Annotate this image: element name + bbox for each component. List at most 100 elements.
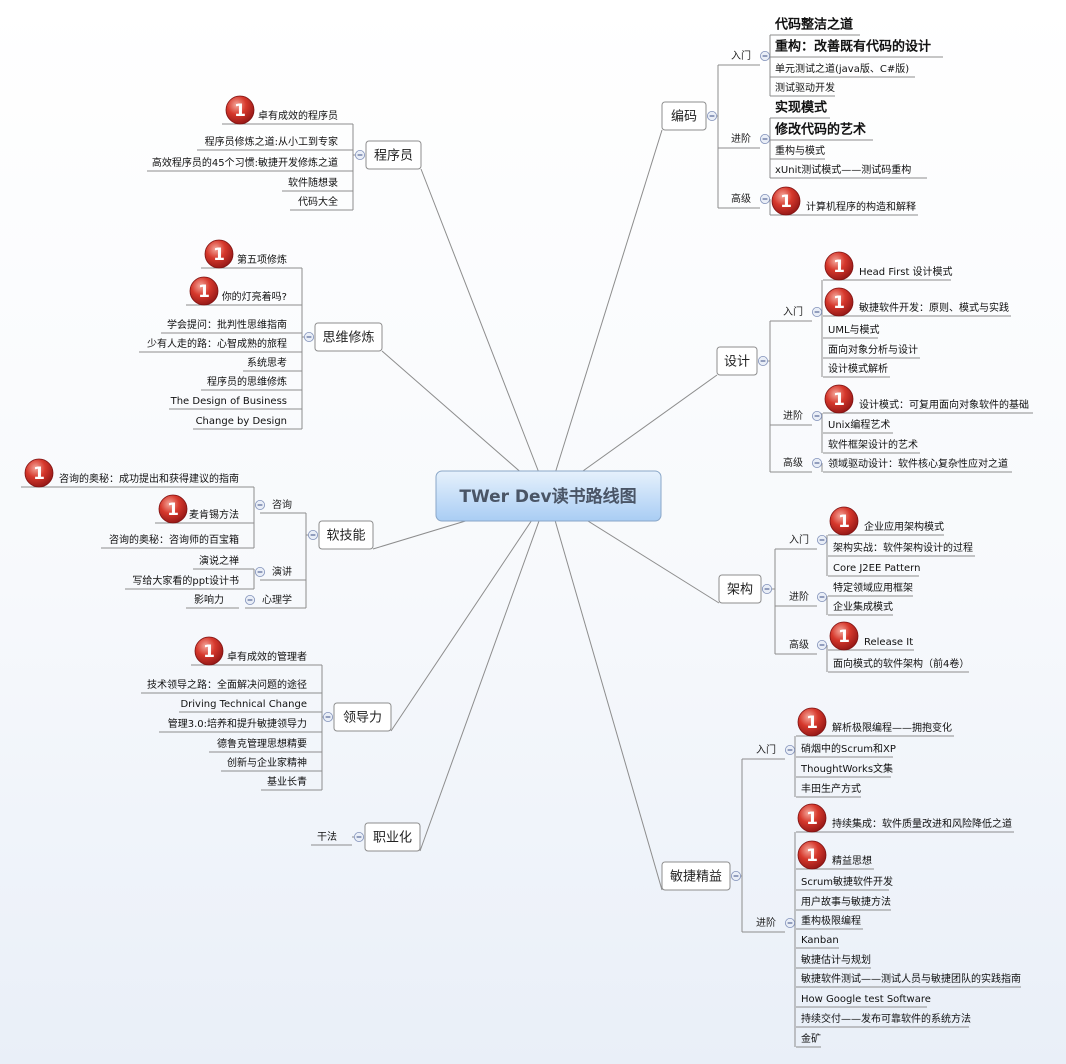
svg-text:1: 1: [198, 282, 210, 302]
book-title: 你的灯亮着吗?: [222, 290, 287, 303]
book-title: Kanban: [801, 935, 839, 946]
book-title: 程序员修炼之道:从小工到专家: [205, 135, 338, 148]
group-label: 进阶: [731, 132, 751, 145]
svg-text:1: 1: [838, 512, 850, 532]
group-label: 入门: [756, 743, 776, 756]
priority-1-icon: 1: [190, 277, 218, 305]
priority-1-icon: 1: [159, 495, 187, 523]
book-title: 技术领导之路：全面解决问题的途径: [147, 678, 307, 691]
book-title: Release It: [864, 637, 913, 648]
group-label: 演讲: [272, 565, 292, 578]
collapse-minus-icon[interactable]: [812, 458, 821, 467]
collapse-minus-icon[interactable]: [760, 194, 769, 203]
book-title: 软件随想录: [288, 176, 338, 189]
branch-title: 思维修炼: [322, 331, 374, 346]
svg-text:1: 1: [838, 627, 850, 647]
collapse-minus-icon[interactable]: [308, 530, 317, 539]
collapse-minus-icon[interactable]: [255, 500, 264, 509]
collapse-minus-icon[interactable]: [758, 356, 767, 365]
collapse-minus-icon[interactable]: [707, 111, 716, 120]
collapse-minus-icon[interactable]: [255, 567, 264, 576]
group-label: 入门: [783, 305, 803, 318]
collapse-minus-icon[interactable]: [762, 584, 771, 593]
book-title: 敏捷软件开发：原则、模式与实践: [859, 301, 1009, 314]
book-title: Scrum敏捷软件开发: [801, 875, 893, 888]
book-title: 领域驱动设计：软件核心复杂性应对之道: [828, 457, 1008, 470]
priority-1-icon: 1: [825, 288, 853, 316]
book-title: 德鲁克管理思想精要: [217, 737, 307, 750]
priority-1-icon: 1: [825, 385, 853, 413]
branch-title: 编码: [671, 110, 697, 125]
collapse-minus-icon[interactable]: [760, 134, 769, 143]
collapse-minus-icon[interactable]: [323, 712, 332, 721]
group-label: 高级: [783, 456, 803, 469]
book-title: 单元测试之道(java版、C#版): [775, 62, 909, 75]
book-title: 少有人走的路：心智成熟的旅程: [147, 337, 287, 350]
priority-1-icon: 1: [25, 459, 53, 487]
group-label: 咨询: [272, 498, 292, 511]
svg-text:1: 1: [806, 809, 818, 829]
book-title: 面向对象分析与设计: [828, 343, 918, 356]
book-title: 第五项修炼: [237, 253, 287, 266]
book-title: 影响力: [194, 593, 224, 606]
collapse-minus-icon[interactable]: [245, 595, 254, 604]
book-title: 写给大家看的ppt设计书: [132, 574, 239, 587]
collapse-minus-icon[interactable]: [760, 51, 769, 60]
book-title: 实现模式: [775, 100, 827, 116]
collapse-minus-icon[interactable]: [355, 150, 364, 159]
svg-text:1: 1: [833, 293, 845, 313]
book-title: 面向模式的软件架构（前4卷）: [833, 657, 969, 670]
branch-title: 领导力: [343, 711, 382, 726]
svg-text:1: 1: [806, 846, 818, 866]
book-title: 设计模式解析: [828, 362, 888, 375]
collapse-minus-icon[interactable]: [817, 592, 826, 601]
book-title: Driving Technical Change: [180, 699, 307, 710]
svg-text:1: 1: [234, 101, 246, 121]
group-label: 心理学: [262, 593, 292, 606]
book-title: 学会提问：批判性思维指南: [167, 318, 287, 331]
collapse-minus-icon[interactable]: [817, 535, 826, 544]
book-title: 修改代码的艺术: [774, 122, 866, 138]
collapse-minus-icon[interactable]: [354, 832, 363, 841]
svg-text:1: 1: [833, 390, 845, 410]
branch-title: 软技能: [326, 529, 365, 544]
svg-text:1: 1: [167, 500, 179, 520]
root-title: TWer Dev读书路线图: [459, 486, 636, 507]
branch-title: 职业化: [373, 831, 412, 846]
book-title: xUnit测试模式——测试码重构: [775, 163, 911, 176]
book-title: 重构与模式: [775, 144, 825, 157]
book-title: 金矿: [801, 1032, 821, 1045]
branch-title: 设计: [724, 355, 750, 370]
priority-1-icon: 1: [226, 96, 254, 124]
book-title: 程序员的思维修炼: [207, 375, 287, 388]
book-title: 麦肯锡方法: [189, 508, 239, 521]
book-title: 敏捷估计与规划: [801, 953, 871, 966]
book-title: 设计模式：可复用面向对象软件的基础: [859, 398, 1029, 411]
priority-1-icon: 1: [825, 252, 853, 280]
group-label: 进阶: [783, 409, 803, 422]
collapse-minus-icon[interactable]: [785, 745, 794, 754]
priority-1-icon: 1: [798, 804, 826, 832]
group-label: 进阶: [756, 916, 776, 929]
collapse-minus-icon[interactable]: [304, 332, 313, 341]
collapse-minus-icon[interactable]: [731, 871, 740, 880]
book-title: 计算机程序的构造和解释: [806, 200, 916, 213]
book-title: 高效程序员的45个习惯:敏捷开发修炼之道: [152, 156, 338, 169]
book-title: 咨询的奥秘：成功提出和获得建议的指南: [59, 472, 239, 485]
book-title: 企业应用架构模式: [864, 520, 944, 533]
book-title: 架构实战：软件架构设计的过程: [833, 541, 973, 554]
book-title: 重构：改善既有代码的设计: [775, 39, 931, 55]
book-title: ThoughtWorks文集: [800, 762, 893, 775]
book-title: How Google test Software: [801, 994, 931, 1005]
book-title: 卓有成效的程序员: [258, 109, 338, 122]
collapse-minus-icon[interactable]: [812, 307, 821, 316]
book-title: 软件框架设计的艺术: [828, 438, 918, 451]
svg-text:1: 1: [833, 257, 845, 277]
collapse-minus-icon[interactable]: [812, 411, 821, 420]
collapse-minus-icon[interactable]: [817, 640, 826, 649]
book-title: 持续集成：软件质量改进和风险降低之道: [832, 817, 1012, 830]
svg-text:1: 1: [203, 642, 215, 662]
collapse-minus-icon[interactable]: [785, 918, 794, 927]
book-title: 敏捷软件测试——测试人员与敏捷团队的实践指南: [801, 972, 1021, 985]
